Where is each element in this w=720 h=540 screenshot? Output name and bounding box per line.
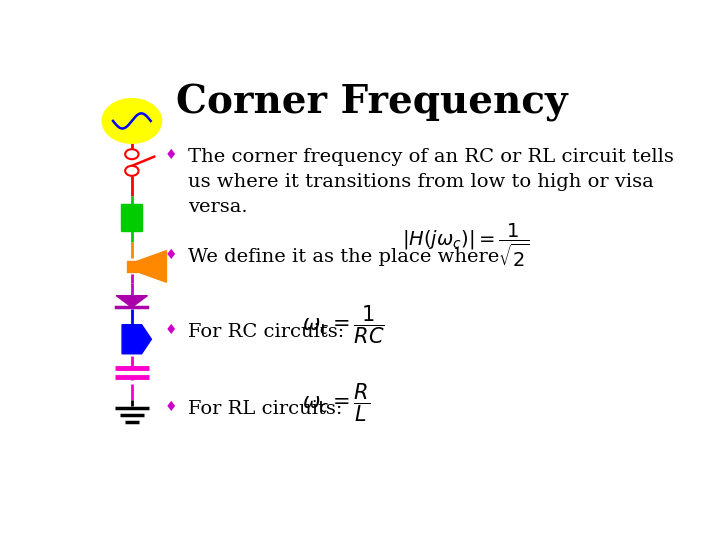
- Text: Corner Frequency: Corner Frequency: [176, 84, 568, 122]
- Circle shape: [103, 99, 161, 143]
- Text: ♦: ♦: [165, 322, 177, 336]
- Text: ♦: ♦: [165, 400, 177, 414]
- Text: The corner frequency of an RC or RL circuit tells
us where it transitions from l: The corner frequency of an RC or RL circ…: [188, 148, 673, 216]
- Text: For RC circuits:: For RC circuits:: [188, 322, 344, 341]
- FancyBboxPatch shape: [127, 261, 137, 272]
- Polygon shape: [122, 325, 151, 354]
- Circle shape: [125, 166, 138, 176]
- Polygon shape: [116, 296, 148, 307]
- Text: $|H(j\omega_c)| = \dfrac{1}{\sqrt{2}}$: $|H(j\omega_c)| = \dfrac{1}{\sqrt{2}}$: [402, 222, 530, 269]
- Text: $\omega_c = \dfrac{1}{RC}$: $\omega_c = \dfrac{1}{RC}$: [302, 303, 385, 346]
- Text: ♦: ♦: [165, 248, 177, 262]
- Text: We define it as the place where: We define it as the place where: [188, 248, 499, 266]
- Circle shape: [125, 149, 138, 159]
- FancyBboxPatch shape: [121, 204, 143, 231]
- Polygon shape: [137, 251, 166, 282]
- Text: ♦: ♦: [165, 148, 177, 162]
- Text: $\omega_c = \dfrac{R}{L}$: $\omega_c = \dfrac{R}{L}$: [302, 381, 370, 424]
- Text: For RL circuits:: For RL circuits:: [188, 400, 342, 417]
